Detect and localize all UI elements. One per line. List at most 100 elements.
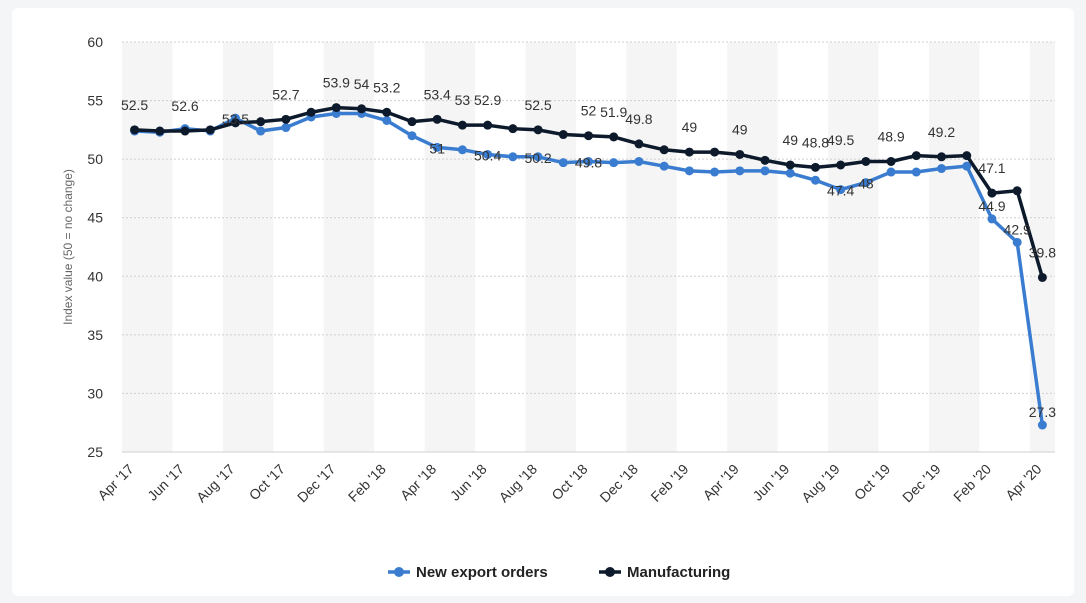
data-label: 53.4 <box>424 86 451 102</box>
data-point <box>710 167 720 177</box>
y-tick-label: 55 <box>87 93 103 109</box>
y-tick-label: 50 <box>87 151 103 167</box>
data-label: 53.9 <box>323 75 350 91</box>
data-point <box>357 104 367 114</box>
data-point <box>684 147 694 157</box>
data-point <box>861 156 871 166</box>
data-point <box>483 149 493 159</box>
data-label: 52.6 <box>171 98 198 114</box>
column-band <box>550 42 576 452</box>
data-point <box>659 161 669 171</box>
y-tick-label: 60 <box>87 34 103 50</box>
data-label: 44.9 <box>978 198 1005 214</box>
data-point <box>483 120 493 130</box>
x-tick-label: Feb '20 <box>950 461 994 505</box>
data-label: 47.4 <box>827 183 854 199</box>
x-tick-label: Dec '17 <box>294 461 339 506</box>
data-label: 49 <box>782 132 798 148</box>
data-label: 49.8 <box>625 111 652 127</box>
data-point <box>432 142 442 152</box>
data-label: 39.8 <box>1029 244 1056 260</box>
column-band <box>222 42 249 452</box>
data-point <box>861 178 871 188</box>
data-label: 49 <box>682 119 698 135</box>
data-point <box>937 164 947 174</box>
data-point <box>609 132 619 142</box>
data-point <box>836 185 846 195</box>
data-point <box>281 114 291 124</box>
column-band <box>449 42 476 452</box>
column-band <box>727 42 753 452</box>
legend-label: New export orders <box>416 564 548 581</box>
data-point <box>760 155 770 165</box>
data-label: 53.2 <box>373 79 400 95</box>
data-label: 50.4 <box>474 147 501 163</box>
data-point <box>205 125 215 135</box>
data-point <box>1012 186 1022 196</box>
data-point <box>987 188 997 198</box>
data-point <box>962 161 972 171</box>
data-label: 53 <box>455 92 471 108</box>
data-point <box>256 126 266 136</box>
data-label: 48.8 <box>802 134 829 150</box>
x-tick-label: Apr '17 <box>94 461 137 504</box>
legend-swatch-dot <box>605 567 615 577</box>
data-point <box>836 160 846 170</box>
x-tick-label: Aug '17 <box>193 461 238 506</box>
data-point <box>785 160 795 170</box>
x-tick-label: Jun '17 <box>144 461 187 504</box>
data-label: 54 <box>354 76 370 92</box>
data-point <box>457 145 467 155</box>
data-point <box>962 151 972 161</box>
data-point <box>533 152 543 162</box>
y-tick-label: 30 <box>87 385 103 401</box>
x-tick-label: Oct '17 <box>246 461 289 504</box>
data-label: 53.5 <box>222 111 249 127</box>
data-point <box>760 166 770 176</box>
data-label: 49.5 <box>827 132 854 148</box>
column-band <box>348 42 375 452</box>
data-point <box>735 166 745 176</box>
data-point <box>937 152 947 162</box>
column-band <box>424 42 450 452</box>
x-tick-label: Jun '18 <box>447 461 490 504</box>
data-label: 47.1 <box>978 160 1005 176</box>
data-point <box>886 167 896 177</box>
data-label: 42.9 <box>1004 221 1031 237</box>
data-label: 49.2 <box>928 124 955 140</box>
data-point <box>382 115 392 125</box>
data-point <box>684 166 694 176</box>
data-point <box>155 126 165 136</box>
x-tick-label: Feb '19 <box>647 461 691 505</box>
x-tick-label: Aug '18 <box>496 461 541 506</box>
data-point <box>130 125 140 135</box>
column-band <box>651 42 677 452</box>
x-tick-label: Apr '20 <box>1002 461 1045 504</box>
data-label: 48 <box>858 176 874 192</box>
column-band <box>828 42 854 452</box>
column-band <box>954 42 980 452</box>
data-point <box>558 130 568 140</box>
data-label: 48.9 <box>877 128 904 144</box>
column-band <box>525 42 551 452</box>
column-band <box>122 42 148 452</box>
data-label: 51 <box>429 140 445 156</box>
data-point <box>533 125 543 135</box>
data-point <box>432 114 442 124</box>
data-point <box>180 126 190 136</box>
y-tick-label: 45 <box>87 210 103 226</box>
data-point <box>785 168 795 178</box>
data-point <box>911 151 921 161</box>
x-tick-label: Aug '19 <box>798 461 843 506</box>
legend-label: Manufacturing <box>627 564 730 581</box>
data-label: 52.7 <box>272 86 299 102</box>
data-point <box>331 103 341 113</box>
x-tick-label: Feb '18 <box>345 461 389 505</box>
data-point <box>735 149 745 159</box>
data-point <box>710 147 720 157</box>
data-point <box>1037 420 1047 430</box>
data-point <box>659 145 669 155</box>
column-band <box>626 42 652 452</box>
